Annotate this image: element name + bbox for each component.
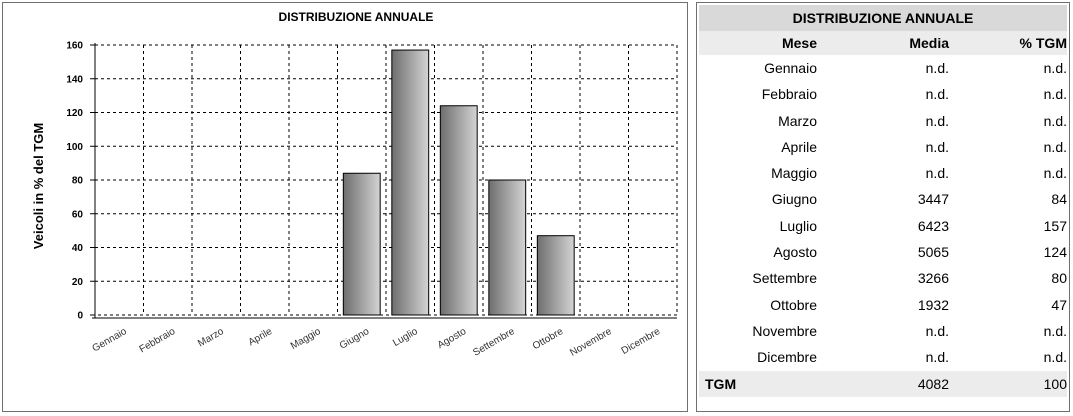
x-tick-label: Ottobre <box>531 326 566 352</box>
cell-media: 5065 <box>917 244 949 261</box>
cell-media: n.d. <box>925 322 949 339</box>
cell-media: n.d. <box>925 165 949 182</box>
cell-media: n.d. <box>925 138 949 155</box>
table-row: Maggio n.d. n.d. <box>699 160 1067 186</box>
table-total-row: TGM 4082 100 <box>699 370 1067 397</box>
cell-media: 3447 <box>917 191 949 208</box>
x-tick-label: Agosto <box>436 326 469 351</box>
x-tick-label: Maggio <box>289 326 323 352</box>
x-ticks: Gennaio Febbraio Marzo Aprile Maggio Giugno Lu… <box>91 326 663 359</box>
cell-media: n.d. <box>925 112 949 129</box>
table-row: Febbraio n.d. n.d. <box>699 81 1067 107</box>
cell-media: n.d. <box>925 349 949 366</box>
y-tick-label: 80 <box>72 176 84 187</box>
header-tgm: % TGM <box>1019 35 1067 51</box>
cell-tgm: 124 <box>1043 244 1067 261</box>
cell-media: n.d. <box>925 60 949 76</box>
cell-tgm: n.d. <box>1043 322 1067 339</box>
cell-mese: Novembre <box>752 322 817 339</box>
chart-panel: DISTRIBUZIONE ANNUALE Veicoli in % del T… <box>2 2 688 412</box>
cell-tgm: n.d. <box>1043 60 1067 76</box>
x-tick-label: Settembre <box>471 326 517 359</box>
table-row: Aprile n.d. n.d. <box>699 134 1067 160</box>
x-tick-label: Marzo <box>196 326 226 350</box>
cell-tgm: n.d. <box>1043 86 1067 103</box>
table-row: Gennaio n.d. n.d. <box>699 55 1067 81</box>
data-table: DISTRIBUZIONE ANNUALE Mese Media % TGM G… <box>696 2 1070 412</box>
table-row: Marzo n.d. n.d. <box>699 108 1067 134</box>
y-tick-label: 120 <box>66 108 83 119</box>
table-header-row: Mese Media % TGM <box>699 31 1067 55</box>
cell-tgm: 80 <box>1051 270 1067 287</box>
cell-media: 3266 <box>917 270 949 287</box>
cell-tgm: 157 <box>1043 217 1067 234</box>
cell-tgm: n.d. <box>1043 165 1067 182</box>
y-tick-label: 40 <box>72 243 84 254</box>
cell-mese: Marzo <box>778 112 817 129</box>
cell-media: 1932 <box>917 296 949 313</box>
y-tick-label: 0 <box>77 311 83 322</box>
table-row: Giugno 3447 84 <box>699 186 1067 212</box>
grid <box>94 44 678 316</box>
cell-mese: Febbraio <box>761 86 817 103</box>
bars <box>342 49 575 316</box>
cell-mese: Dicembre <box>757 349 817 366</box>
cell-media: n.d. <box>925 86 949 103</box>
header-media: Media <box>909 35 949 51</box>
cell-tgm: n.d. <box>1043 349 1067 366</box>
table-row: Dicembre n.d. n.d. <box>699 344 1067 370</box>
total-tgm: 100 <box>1043 375 1067 392</box>
x-tick-label: Febbraio <box>138 326 178 355</box>
y-axis-label: Veicoli in % del TGM <box>31 123 46 249</box>
chart-title: DISTRIBUZIONE ANNUALE <box>279 10 434 24</box>
y-ticks: 0 20 40 60 80 100 120 140 160 <box>66 41 95 322</box>
bar <box>488 179 527 316</box>
y-tick-label: 140 <box>66 74 83 85</box>
cell-mese: Maggio <box>771 165 817 182</box>
x-tick-label: Novembre <box>568 326 614 359</box>
cell-mese: Ottobre <box>770 296 817 313</box>
y-tick-label: 100 <box>66 142 83 153</box>
cell-tgm: 47 <box>1051 296 1067 313</box>
y-tick-label: 20 <box>72 277 84 288</box>
cell-mese: Settembre <box>752 270 817 287</box>
x-tick-label: Dicembre <box>620 326 663 357</box>
cell-mese: Giugno <box>771 191 817 208</box>
table-row: Agosto 5065 124 <box>699 239 1067 265</box>
x-tick-label: Luglio <box>391 326 420 349</box>
y-tick-label: 60 <box>72 209 84 220</box>
bar <box>439 105 478 316</box>
cell-tgm: 84 <box>1051 191 1067 208</box>
x-tick-label: Gennaio <box>91 326 130 355</box>
bar-chart: DISTRIBUZIONE ANNUALE Veicoli in % del T… <box>31 10 678 359</box>
cell-mese: Luglio <box>779 217 817 234</box>
table-row: Novembre n.d. n.d. <box>699 318 1067 344</box>
cell-mese: Gennaio <box>764 60 817 76</box>
cell-mese: Agosto <box>773 244 817 261</box>
total-label: TGM <box>705 375 737 392</box>
table-row: Luglio 6423 157 <box>699 213 1067 239</box>
cell-tgm: n.d. <box>1043 138 1067 155</box>
table-title: DISTRIBUZIONE ANNUALE <box>699 5 1067 31</box>
cell-mese: Aprile <box>781 138 817 155</box>
table-row: Ottobre 1932 47 <box>699 292 1067 318</box>
bar <box>536 235 575 316</box>
table-row: Settembre 3266 80 <box>699 265 1067 291</box>
table-body: Gennaio n.d. n.d. Febbraio n.d. n.d. Mar… <box>697 55 1069 371</box>
total-media: 4082 <box>917 375 949 392</box>
cell-media: 6423 <box>917 217 949 234</box>
x-tick-label: Aprile <box>247 326 275 349</box>
x-tick-label: Giugno <box>338 326 372 352</box>
header-mese: Mese <box>781 35 817 51</box>
bar <box>391 49 430 316</box>
y-tick-label: 160 <box>66 41 83 52</box>
bar <box>342 172 381 316</box>
cell-tgm: n.d. <box>1043 112 1067 129</box>
